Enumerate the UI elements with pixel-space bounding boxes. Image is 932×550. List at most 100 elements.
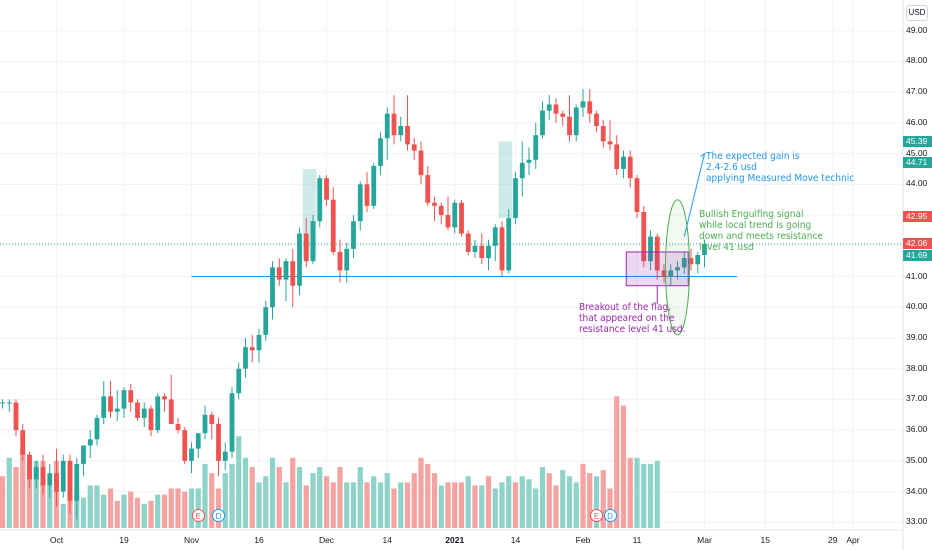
candle-body: [27, 454, 32, 480]
candle-body: [384, 113, 390, 139]
candle-body: [519, 162, 525, 179]
volume-bar: [492, 488, 498, 528]
volume-bar: [634, 457, 640, 528]
candle-body: [627, 156, 633, 179]
x-tick-label: 2021: [445, 535, 465, 545]
volume-bar: [13, 467, 19, 528]
volume-bar: [175, 488, 181, 528]
volume-bar: [641, 463, 647, 528]
price-badge: 45.39: [903, 136, 932, 148]
dividend-marker[interactable]: D: [603, 509, 617, 522]
volume-bar: [249, 467, 255, 528]
candle-body: [20, 430, 26, 455]
candle-body: [303, 233, 309, 262]
volume-bar: [533, 488, 539, 528]
volume-bar: [188, 488, 195, 528]
volume-bar: [296, 467, 303, 528]
volume-bar: [600, 470, 606, 528]
candle-body: [67, 460, 73, 501]
candle-body: [594, 113, 599, 126]
candle-body: [452, 202, 458, 228]
volume-bar: [202, 463, 208, 528]
price-badge: 42.06: [903, 238, 932, 250]
candle-body: [317, 178, 323, 222]
candle-body: [587, 101, 593, 114]
volume-bar: [134, 497, 141, 528]
volume-bar: [128, 491, 134, 528]
candle-body: [74, 463, 80, 501]
volume-bar: [155, 494, 161, 528]
volume-bar: [580, 463, 586, 528]
candle-body: [526, 159, 532, 163]
candle-body: [357, 184, 363, 222]
y-tick-label: 35.00: [906, 454, 928, 465]
candle-body: [654, 236, 660, 271]
earnings-marker[interactable]: E: [191, 509, 205, 522]
volume-bar: [182, 491, 188, 528]
volume-bar: [229, 463, 235, 528]
candle-body: [513, 178, 518, 219]
candle-body: [445, 215, 451, 228]
volume-bar: [283, 482, 289, 528]
y-tick-label: 39.00: [906, 331, 928, 342]
volume-bar: [371, 476, 377, 528]
candle-body: [681, 258, 687, 268]
volume-bar: [303, 485, 309, 528]
volume-bar: [263, 476, 269, 528]
candle-body: [600, 125, 606, 142]
candle-body: [87, 439, 93, 446]
candle-body: [135, 402, 140, 418]
volume-bar: [337, 467, 343, 528]
candle-body: [94, 417, 100, 440]
volume-bar: [236, 436, 242, 528]
earnings-marker[interactable]: E: [590, 509, 603, 522]
volume-bar: [256, 482, 262, 528]
volume-bar: [465, 476, 471, 528]
volume-bar: [141, 503, 147, 528]
x-tick-label: 11: [632, 535, 642, 545]
candle-body: [189, 448, 194, 461]
dividend-marker[interactable]: D: [212, 509, 225, 522]
volume-bar: [391, 488, 397, 528]
x-tick-label: 19: [119, 535, 129, 545]
volume-bar: [404, 482, 411, 528]
candle-body: [567, 116, 572, 136]
volume-bar: [485, 476, 492, 528]
volume-bar: [519, 476, 525, 528]
volume-bar: [215, 488, 222, 528]
volume-bar: [445, 482, 451, 528]
volume-bar: [620, 405, 627, 528]
candle-body: [6, 402, 12, 404]
volume-bar: [242, 457, 249, 528]
volume-bar: [80, 497, 87, 528]
candle-body: [256, 334, 262, 351]
volume-bar: [377, 482, 384, 528]
candle-body: [499, 227, 505, 271]
volume-bar: [317, 467, 323, 528]
volume-bar: [114, 500, 120, 528]
candle-body: [324, 178, 329, 200]
x-tick-label: Feb: [575, 535, 591, 545]
candle-body: [351, 221, 356, 249]
candle-body: [668, 270, 674, 277]
y-tick-label: 46.00: [906, 116, 928, 127]
volume-bar: [222, 473, 228, 528]
x-tick-label: Nov: [183, 535, 200, 545]
expected-gain-annotation: The expected gain is 2.4-2.6 usd applyin…: [706, 151, 855, 184]
volume-bar: [539, 467, 546, 528]
candle-body: [702, 243, 707, 256]
volume-bar: [121, 494, 127, 528]
y-tick-label: 41.00: [906, 270, 928, 281]
candle-body: [573, 107, 579, 136]
currency-label[interactable]: USD: [906, 5, 928, 21]
candle-body: [492, 227, 498, 246]
volume-bar: [566, 476, 573, 528]
volume-bar: [323, 476, 330, 528]
price-badge: 44.71: [903, 157, 932, 169]
candle-body: [391, 113, 397, 136]
measured-move-arrow: [683, 153, 705, 237]
x-tick-label: Mar: [697, 535, 712, 545]
engulfing-ellipse: [665, 199, 690, 336]
candle-body: [40, 467, 46, 486]
